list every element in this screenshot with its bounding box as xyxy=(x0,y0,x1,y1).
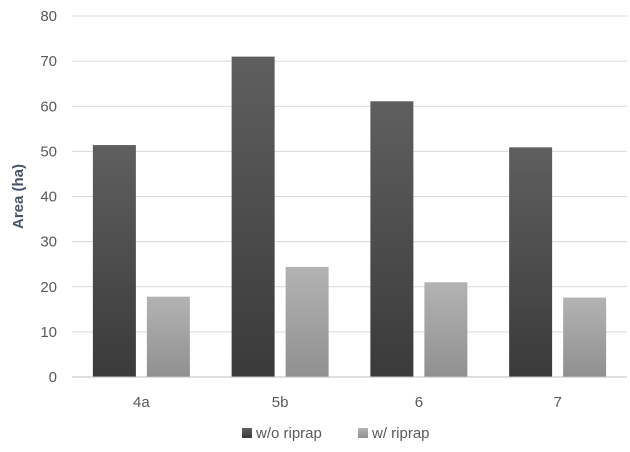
legend-label: w/ riprap xyxy=(371,425,430,442)
bar-without-riprap-5b xyxy=(231,56,275,378)
legend-swatch xyxy=(358,428,368,438)
bar-with-riprap-5b xyxy=(285,266,329,377)
y-tick-label: 20 xyxy=(40,279,57,296)
x-tick-label: 7 xyxy=(553,394,561,411)
legend: w/o riprap w/ riprap xyxy=(242,425,430,442)
y-tick-label: 70 xyxy=(40,53,57,70)
x-tick-label: 4a xyxy=(133,394,150,411)
y-tick-label: 30 xyxy=(40,234,57,251)
bars xyxy=(92,56,607,378)
legend-swatch xyxy=(242,428,252,438)
bar-with-riprap-6 xyxy=(424,282,468,377)
gridlines xyxy=(72,15,627,333)
bar-without-riprap-6 xyxy=(370,101,414,377)
bar-with-riprap-4a xyxy=(146,296,190,377)
bar-without-riprap-4a xyxy=(92,145,136,377)
y-tick-label: 10 xyxy=(40,324,57,341)
y-tick-label: 0 xyxy=(49,369,57,386)
y-tick-label: 50 xyxy=(40,143,57,160)
y-tick-label: 60 xyxy=(40,98,57,115)
x-tick-label: 6 xyxy=(415,394,423,411)
y-tick-label: 40 xyxy=(40,189,57,206)
legend-label: w/o riprap xyxy=(255,425,322,442)
bar-without-riprap-7 xyxy=(509,147,553,377)
y-axis-title: Area (ha) xyxy=(10,164,27,229)
bar-with-riprap-7 xyxy=(563,297,607,377)
y-tick-label: 80 xyxy=(40,8,57,25)
axes: 0 10 20 30 40 50 60 70 80 4a 5b 6 7 xyxy=(40,8,627,411)
x-tick-label: 5b xyxy=(272,394,289,411)
